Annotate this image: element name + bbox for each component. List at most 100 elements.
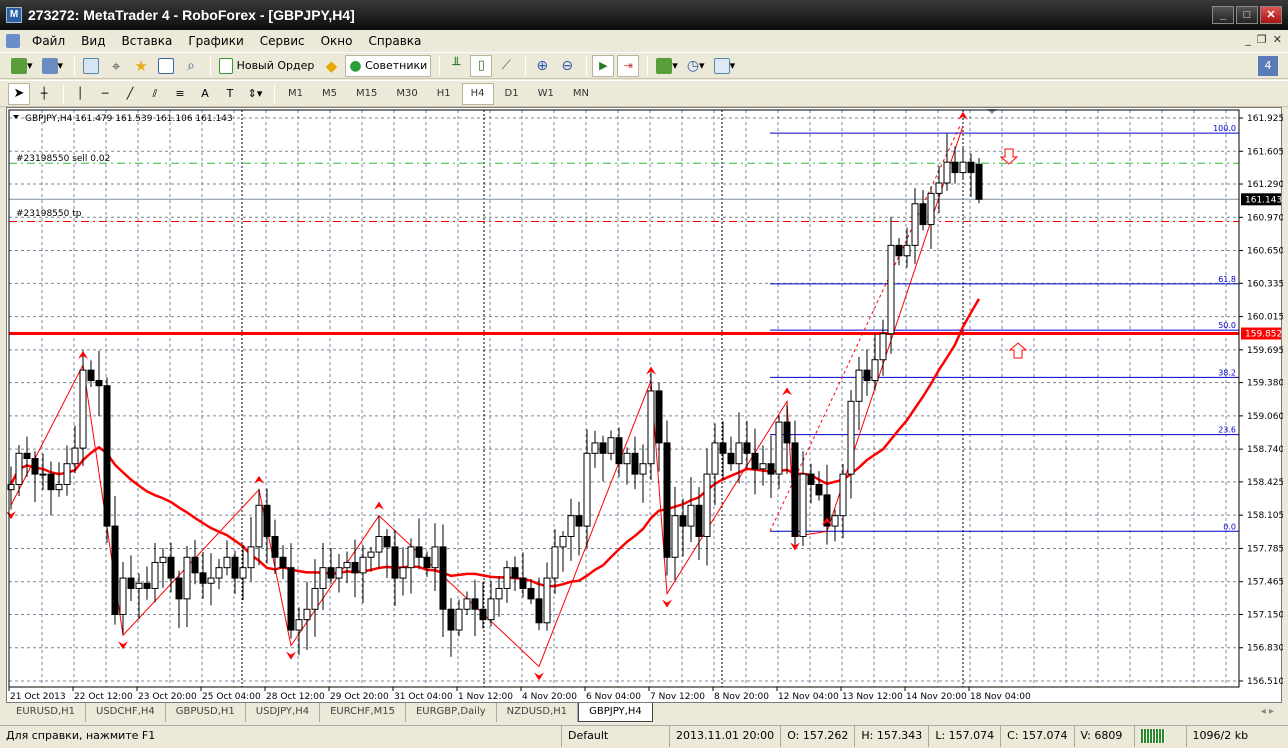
timeframe-m1[interactable]: M1 — [280, 83, 311, 105]
chart-tab[interactable]: USDCHF,H4 — [86, 703, 166, 722]
equidistant-channel-button[interactable]: ⫽ — [144, 83, 166, 105]
candlestick-button[interactable]: ▯ — [470, 54, 493, 77]
candle-body — [839, 473, 847, 517]
chart-shift-icon: ⇥ — [623, 59, 633, 72]
candle-body — [415, 546, 423, 558]
zoom-in-icon: ⊕ — [536, 57, 549, 74]
mdi-minimize-button[interactable]: _ — [1245, 33, 1251, 46]
menu-tools[interactable]: Сервис — [259, 34, 305, 48]
tab-scroll-arrows[interactable]: ◂ ▸ — [1260, 706, 1274, 717]
candle-body — [943, 161, 951, 184]
timeframe-h4[interactable]: H4 — [461, 82, 494, 105]
notification-icon[interactable]: 4 — [1258, 56, 1278, 76]
profiles-button[interactable]: ▾ — [39, 55, 67, 77]
arrows-button[interactable]: ⇕▾ — [244, 83, 266, 105]
timeframe-mn[interactable]: MN — [565, 83, 597, 105]
status-low: L: 157.074 — [929, 726, 1002, 747]
candle-body — [903, 244, 911, 257]
bar-chart-button[interactable]: ╨ — [445, 55, 467, 77]
candle-body — [639, 463, 647, 475]
mdi-restore-button[interactable]: ❐ — [1256, 33, 1267, 46]
candle-body — [975, 163, 983, 200]
mdi-close-button[interactable]: ✕ — [1272, 33, 1282, 46]
candle-body — [655, 390, 663, 444]
candlestick-icon: ▯ — [477, 58, 485, 73]
new-order-button[interactable]: Новый Ордер — [216, 55, 317, 77]
minimize-button[interactable]: _ — [1212, 6, 1234, 24]
time-tick-label: 7 Nov 12:00 — [650, 692, 705, 702]
data-window-button[interactable]: ⌖ — [105, 55, 127, 77]
chart-window-icon — [6, 34, 20, 48]
crosshair-button[interactable]: ┼ — [33, 83, 55, 105]
auto-scroll-button[interactable]: ▶ — [592, 54, 615, 77]
indicators-button[interactable]: ▾ — [653, 55, 681, 77]
timeframe-m5[interactable]: M5 — [314, 83, 345, 105]
timeframe-m30[interactable]: M30 — [388, 83, 425, 105]
candle-body — [831, 515, 839, 527]
experts-button[interactable]: ● Советники — [345, 54, 432, 77]
menu-charts[interactable]: Графики — [188, 34, 244, 48]
timeframe-h1[interactable]: H1 — [429, 83, 459, 105]
chart-window[interactable]: 100.0 61.8 50.0 38.2 23.6 0.0 161.925 161.605 16… — [6, 107, 1284, 704]
templates-button[interactable]: ▾ — [711, 55, 739, 77]
chart-tab[interactable]: EURGBP,Daily — [406, 703, 497, 722]
menu-window[interactable]: Окно — [320, 34, 353, 48]
chart-shift-button[interactable]: ⇥ — [617, 54, 640, 77]
timeframe-w1[interactable]: W1 — [530, 83, 562, 105]
candle-body — [335, 567, 343, 579]
chart-tab[interactable]: EURUSD,H1 — [6, 703, 87, 722]
trendline-button[interactable]: ╱ — [119, 83, 141, 105]
price-tick-label: 160.970 — [1247, 213, 1283, 223]
timeframe-d1[interactable]: D1 — [497, 83, 527, 105]
magnifier-icon: ⌕ — [187, 57, 195, 74]
price-chart[interactable]: 100.0 61.8 50.0 38.2 23.6 0.0 161.925 161.605 16… — [6, 108, 1284, 704]
candle-body — [543, 577, 551, 624]
status-profile[interactable]: Default — [562, 726, 670, 747]
text-label-button[interactable]: T — [219, 83, 241, 105]
candle-body — [519, 577, 527, 589]
candle-body — [255, 504, 263, 548]
candle-body — [215, 567, 223, 579]
status-close: C: 157.074 — [1001, 726, 1075, 747]
maximize-button[interactable]: □ — [1236, 6, 1258, 24]
chart-tab[interactable]: GBPUSD,H1 — [166, 703, 246, 722]
price-tick-label: 157.465 — [1247, 578, 1283, 588]
chart-header-dropdown-icon[interactable] — [13, 115, 19, 119]
navigator-button[interactable]: ★ — [130, 55, 152, 77]
cursor-button[interactable]: ➤ — [8, 82, 30, 105]
strategy-tester-button[interactable]: ⌕ — [180, 55, 202, 77]
zoom-in-button[interactable]: ⊕ — [531, 55, 553, 77]
candle-body — [111, 525, 119, 615]
menu-file[interactable]: Файл — [32, 34, 66, 48]
candle-body — [503, 567, 511, 589]
chart-tab[interactable]: EURCHF,M15 — [320, 703, 406, 722]
fibonacci-label: 38.2 — [1218, 368, 1236, 377]
text-button[interactable]: A — [194, 83, 216, 105]
zoom-out-button[interactable]: ⊖ — [556, 55, 578, 77]
terminal-button[interactable] — [155, 55, 177, 77]
new-chart-button[interactable]: ▾ — [8, 55, 36, 77]
menu-view[interactable]: Вид — [81, 34, 106, 48]
chart-tab-active[interactable]: GBPJPY,H4 — [578, 703, 653, 722]
tp-label: #23198550 tp — [16, 209, 82, 219]
candle-body — [799, 473, 807, 537]
experts-label: Советники — [365, 59, 428, 72]
candle-body — [423, 556, 431, 569]
horizontal-line-button[interactable]: ─ — [94, 83, 116, 105]
alert-button[interactable]: ◆ — [320, 55, 342, 77]
menu-help[interactable]: Справка — [368, 34, 422, 48]
close-button[interactable]: ✕ — [1260, 6, 1282, 24]
time-tick-label: 22 Oct 12:00 — [74, 692, 133, 702]
cursor-icon: ➤ — [13, 86, 25, 101]
candle-body — [663, 442, 671, 558]
fibonacci-button[interactable]: ≡ — [169, 83, 191, 105]
chart-tab[interactable]: NZDUSD,H1 — [497, 703, 579, 722]
periods-button[interactable]: ◷ ▾ — [686, 57, 705, 74]
market-watch-button[interactable] — [80, 55, 102, 77]
vertical-line-button[interactable]: │ — [69, 83, 91, 105]
candle-body — [71, 447, 79, 465]
line-chart-button[interactable]: ⟋ — [495, 55, 517, 77]
timeframe-m15[interactable]: M15 — [348, 83, 385, 105]
chart-tab[interactable]: USDJPY,H4 — [246, 703, 321, 722]
menu-insert[interactable]: Вставка — [121, 34, 173, 48]
